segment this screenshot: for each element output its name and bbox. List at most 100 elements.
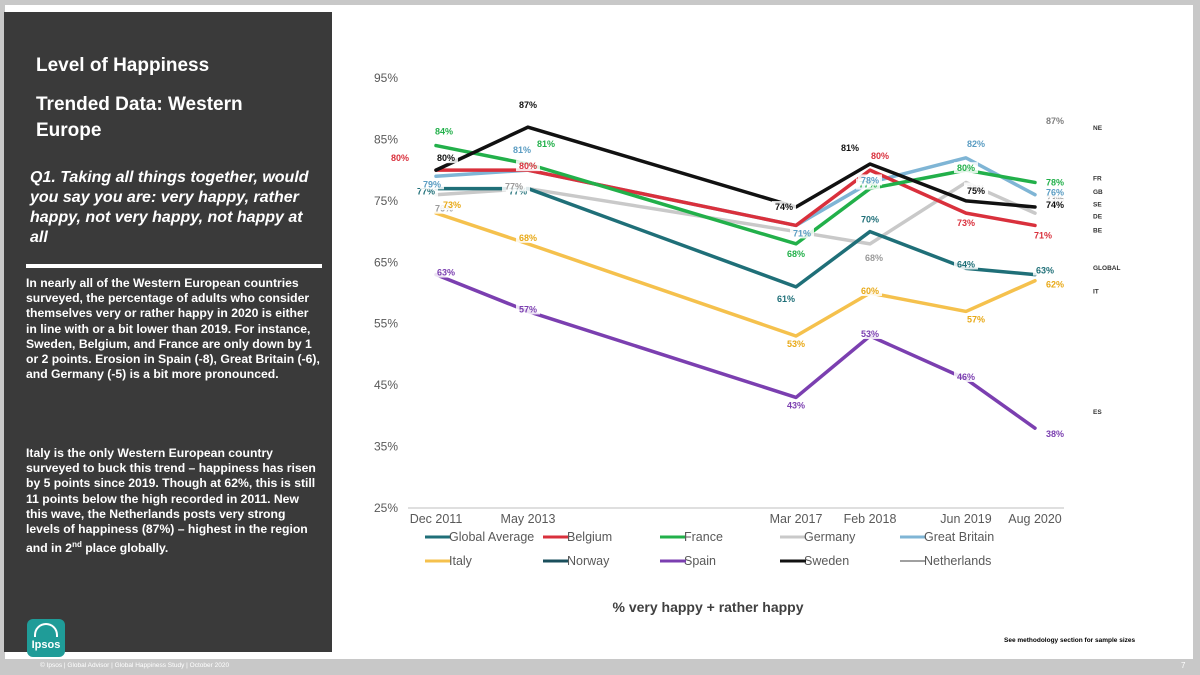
data-label-bg — [420, 178, 444, 190]
data-label-gb: 82% — [967, 139, 985, 149]
data-label-bg — [440, 199, 464, 211]
data-label-bg — [838, 142, 862, 153]
x-tick-label: Aug 2020 — [1008, 512, 1062, 526]
title-line-1: Level of Happiness — [36, 55, 210, 76]
data-label-bg — [1043, 115, 1067, 127]
data-label-gb: 78% — [861, 175, 879, 185]
data-label-it: 68% — [519, 233, 537, 243]
country-code-tag: DE — [1093, 214, 1103, 221]
data-label-global: 63% — [1036, 266, 1054, 276]
legend-label: Belgium — [567, 530, 612, 544]
data-label-fr: 81% — [537, 139, 555, 149]
data-label-gb: 81% — [513, 145, 531, 155]
data-label-se: 74% — [775, 202, 793, 212]
data-label-bg — [388, 152, 412, 164]
data-label-es: 38% — [1046, 429, 1064, 439]
data-label-de: 68% — [865, 253, 883, 263]
legend-label: Netherlands — [924, 554, 991, 568]
data-label-bg — [964, 184, 988, 196]
legend-label: Global Average — [449, 530, 534, 544]
data-label-bg — [862, 251, 886, 263]
data-label-bg — [964, 313, 988, 325]
y-tick-label: 65% — [374, 255, 398, 269]
country-code-tag: IT — [1093, 289, 1099, 296]
data-label-bg — [954, 217, 978, 229]
data-label-bg — [502, 180, 526, 192]
legend-label: France — [684, 530, 723, 544]
data-label-bg — [790, 227, 814, 239]
data-label-bg — [1043, 176, 1067, 188]
data-label-bg — [510, 144, 534, 156]
summary-paragraph-2-main: Italy is the only Western European count… — [26, 446, 316, 556]
data-label-be: 80% — [519, 161, 537, 171]
data-label-bg — [434, 152, 458, 164]
data-label-bg — [858, 213, 882, 225]
data-label-de: 77% — [505, 182, 523, 192]
footer-bar — [0, 659, 1200, 675]
data-label-it: 57% — [967, 314, 985, 324]
series-line-se — [434, 125, 1037, 209]
logo-text: Ipsos — [31, 639, 61, 651]
data-label-es: 63% — [437, 268, 455, 278]
ordinal-suffix: nd — [72, 540, 82, 550]
question-text: Q1. Taking all things together, would yo… — [30, 169, 309, 246]
data-label-bg — [858, 328, 882, 339]
data-label-bg — [954, 371, 978, 382]
data-label-bg — [1043, 186, 1067, 198]
data-label-it: 62% — [1046, 280, 1064, 290]
data-label-gb: 79% — [423, 179, 441, 189]
series-line-es — [434, 272, 1037, 430]
series-line-be — [434, 168, 1037, 228]
data-label-global: 77% — [417, 187, 435, 197]
data-label-global: 70% — [861, 215, 879, 225]
x-tick-label: Feb 2018 — [844, 512, 897, 526]
data-label-bg — [858, 285, 882, 296]
ipsos-logo: Ipsos — [27, 619, 65, 657]
summary-paragraph-2-end: place globally. — [81, 541, 169, 556]
data-label-bg — [516, 160, 540, 172]
country-code-tag: NE — [1093, 125, 1103, 132]
footer-source: © Ipsos | Global Advisor | Global Happin… — [40, 662, 230, 669]
x-axis-title: % very happy + rather happy — [612, 599, 803, 615]
data-label-fr: 78% — [1046, 177, 1064, 187]
data-label-bg — [1031, 229, 1055, 241]
legend-label: Norway — [567, 554, 610, 568]
data-label-bg — [516, 303, 540, 315]
y-tick-label: 85% — [374, 132, 398, 146]
y-tick-label: 75% — [374, 194, 398, 208]
methodology-note: See methodology section for sample sizes — [1004, 637, 1136, 644]
data-label-fr: 68% — [787, 249, 805, 259]
data-label-es: 46% — [957, 372, 975, 382]
country-code-tag: SE — [1093, 201, 1102, 208]
data-label-be: 80% — [871, 151, 889, 161]
data-label-bg — [1043, 278, 1067, 290]
data-label-bg — [1033, 264, 1057, 276]
data-label-se: 75% — [967, 186, 985, 196]
x-tick-label: Jun 2019 — [940, 512, 991, 526]
data-label-bg — [1043, 193, 1067, 205]
data-label-fr: 84% — [435, 127, 453, 137]
data-label-bg — [774, 292, 798, 304]
country-code-tag: GB — [1093, 189, 1103, 196]
divider — [26, 264, 322, 268]
data-label-bg — [772, 201, 796, 212]
data-label-global: 61% — [777, 294, 795, 304]
data-label-es: 43% — [787, 400, 805, 410]
data-label-ne: 87% — [1046, 116, 1064, 126]
data-label-es: 57% — [519, 304, 537, 314]
data-label-bg — [516, 231, 540, 243]
data-label-bg — [784, 338, 808, 349]
title-line-2: Trended Data: Western — [36, 94, 243, 115]
y-tick-label: 55% — [374, 317, 398, 331]
data-label-be: 73% — [957, 218, 975, 228]
x-tick-label: Mar 2017 — [770, 512, 823, 526]
data-label-gb: 71% — [793, 228, 811, 238]
data-label-bg — [954, 258, 978, 270]
data-label-bg — [1043, 428, 1067, 440]
country-code-tag: BE — [1093, 228, 1103, 235]
logo-ring-icon — [34, 623, 58, 637]
data-label-be: 80% — [391, 153, 409, 163]
x-tick-label: May 2013 — [501, 512, 556, 526]
data-label-se: 81% — [841, 143, 859, 153]
